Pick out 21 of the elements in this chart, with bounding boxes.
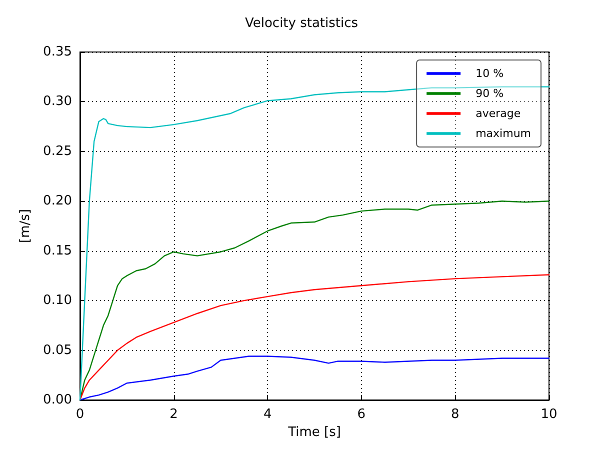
y-tick-label: 0.25 — [43, 144, 72, 159]
x-tick-label: 10 — [540, 407, 558, 422]
y-axis-title: [m/s] — [18, 209, 33, 243]
x-axis-title: Time [s] — [287, 424, 341, 440]
x-tick-label: 8 — [451, 407, 460, 422]
legend-label: average — [476, 107, 521, 120]
y-tick-label: 0.05 — [43, 342, 72, 358]
legend-label: 10 % — [476, 67, 504, 80]
y-tick-label: 0.35 — [43, 44, 72, 60]
x-tick-label: 6 — [357, 407, 366, 422]
legend-label: maximum — [476, 127, 532, 140]
y-tick-label: 0.20 — [43, 194, 72, 209]
legend-label: 90 % — [476, 87, 504, 100]
y-tick-label: 0.15 — [43, 243, 72, 258]
y-tick-label: 0.10 — [43, 293, 72, 308]
x-tick-label: 2 — [170, 407, 178, 422]
y-tick-label: 0.30 — [43, 94, 72, 110]
x-tick-label: 0 — [76, 407, 84, 422]
chart-title: Velocity statistics — [244, 16, 358, 31]
y-tick-label: 0.00 — [43, 392, 72, 408]
x-tick-label: 4 — [263, 407, 272, 422]
